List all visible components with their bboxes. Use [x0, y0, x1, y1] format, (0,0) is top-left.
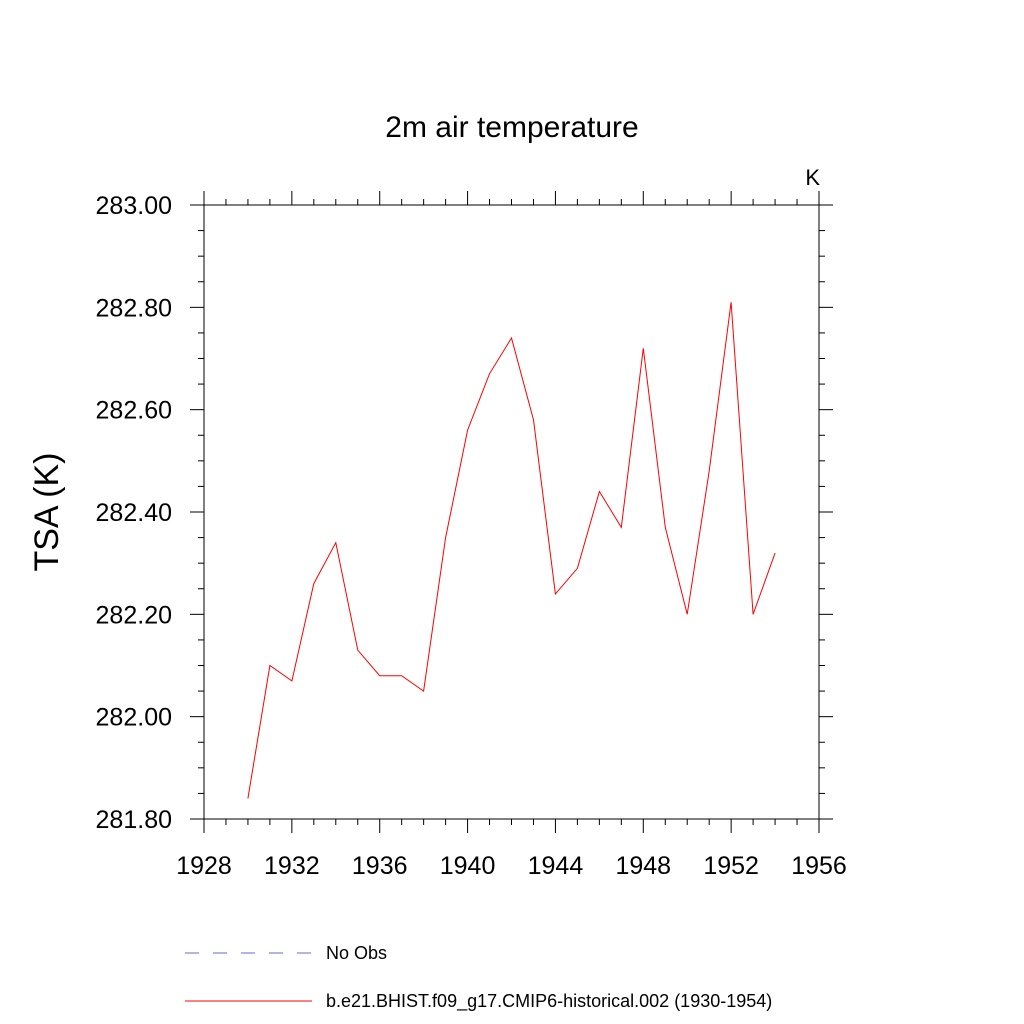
x-tick-label: 1936: [352, 852, 408, 880]
chart-title: 2m air temperature: [385, 111, 638, 144]
x-tick-label: 1952: [703, 852, 759, 880]
series-line-1: [247, 302, 776, 799]
y-axis-label: TSA (K): [28, 452, 66, 571]
x-tick-label: 1940: [440, 852, 496, 880]
y-tick-label: 282.00: [96, 704, 172, 732]
x-tick-label: 1928: [176, 852, 232, 880]
plot-frame: [203, 204, 820, 820]
units-label: K: [805, 165, 820, 190]
legend: No Obs b.e21.BHIST.f09_g17.CMIP6-historic…: [185, 943, 772, 1012]
x-tick-label: 1932: [264, 852, 320, 880]
y-tick-label: 281.80: [96, 806, 172, 834]
x-tick-label: 1956: [791, 852, 847, 880]
legend-label-0: No Obs: [326, 943, 387, 963]
y-tick-label: 282.40: [96, 499, 172, 527]
axes: 1928 1932 1936 1940 1944 1948 1952 1956 281.80 28…: [96, 191, 847, 880]
x-tick-label: 1944: [528, 852, 584, 880]
y-tick-label: 283.00: [96, 192, 172, 220]
series-group: [247, 302, 776, 799]
y-tick-label: 282.20: [96, 601, 172, 629]
y-tick-label: 282.80: [96, 294, 172, 322]
x-tick-label: 1948: [615, 852, 671, 880]
y-tick-label: 282.60: [96, 397, 172, 425]
legend-label-1: b.e21.BHIST.f09_g17.CMIP6-historical.002…: [326, 991, 772, 1012]
